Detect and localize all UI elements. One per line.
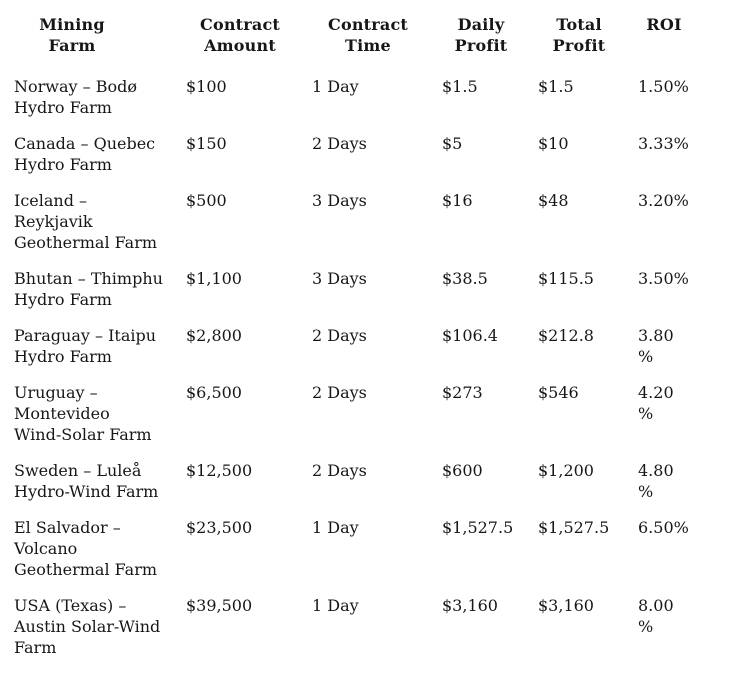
cell-mining-farm: Sweden – Luleå Hydro-Wind Farm [14,461,159,501]
cell-roi: 4.20 % [638,383,674,423]
mining-contracts-table: Mining Farm Contract Amount Contract Tim… [14,14,730,673]
cell-mining-farm: Norway – Bodø Hydro Farm [14,77,137,117]
column-header-mining-farm: Mining Farm [39,15,105,55]
cell-contract-time: 1 Day [312,518,359,537]
cell-contract-time: 2 Days [312,383,367,402]
cell-mining-farm: USA (Texas) – Austin Solar-Wind Farm [14,596,161,657]
cell-total-profit: $1,200 [538,461,594,480]
cell-contract-amount: $12,500 [186,461,253,480]
cell-roi: 3.33% [638,134,689,153]
cell-roi: 3.50% [638,269,689,288]
cell-daily-profit: $5 [442,134,463,153]
header-row: Mining Farm Contract Amount Contract Tim… [14,14,730,76]
cell-contract-time: 1 Day [312,77,359,96]
cell-contract-time: 3 Days [312,269,367,288]
cell-roi: 3.80 % [638,326,674,366]
cell-mining-farm: Paraguay – Itaipu Hydro Farm [14,326,157,366]
cell-total-profit: $1,527.5 [538,518,610,537]
cell-contract-amount: $6,500 [186,383,242,402]
column-header-roi: ROI [646,15,682,34]
cell-roi: 3.20% [638,191,689,210]
cell-roi: 1.50% [638,77,689,96]
cell-total-profit: $212.8 [538,326,594,345]
cell-contract-time: 2 Days [312,134,367,153]
table-row: USA (Texas) – Austin Solar-Wind Farm $39… [14,595,730,673]
column-header-contract-time: Contract Time [328,15,408,55]
cell-total-profit: $10 [538,134,569,153]
cell-contract-time: 3 Days [312,191,367,210]
cell-total-profit: $546 [538,383,579,402]
cell-contract-amount: $150 [186,134,227,153]
cell-roi: 6.50% [638,518,689,537]
table-row: Uruguay – Montevideo Wind-Solar Farm $6,… [14,382,730,460]
column-header-daily-profit: Daily Profit [454,15,508,55]
cell-roi: 4.80 % [638,461,674,501]
cell-daily-profit: $1.5 [442,77,478,96]
cell-total-profit: $3,160 [538,596,594,615]
cell-mining-farm: Uruguay – Montevideo Wind-Solar Farm [14,383,152,444]
cell-total-profit: $1.5 [538,77,574,96]
cell-contract-time: 2 Days [312,461,367,480]
column-header-contract-amount: Contract Amount [200,15,280,55]
cell-roi: 8.00 % [638,596,674,636]
cell-contract-amount: $100 [186,77,227,96]
cell-daily-profit: $16 [442,191,473,210]
table-row: Iceland – Reykjavik Geothermal Farm $500… [14,190,730,268]
cell-contract-time: 2 Days [312,326,367,345]
cell-daily-profit: $1,527.5 [442,518,514,537]
table-row: El Salvador – Volcano Geothermal Farm $2… [14,517,730,595]
cell-mining-farm: Iceland – Reykjavik Geothermal Farm [14,191,158,252]
table-row: Sweden – Luleå Hydro-Wind Farm $12,500 2… [14,460,730,517]
cell-contract-amount: $1,100 [186,269,242,288]
cell-mining-farm: El Salvador – Volcano Geothermal Farm [14,518,158,579]
cell-contract-amount: $2,800 [186,326,242,345]
cell-contract-amount: $39,500 [186,596,253,615]
cell-mining-farm: Canada – Quebec Hydro Farm [14,134,156,174]
cell-mining-farm: Bhutan – Thimphu Hydro Farm [14,269,163,309]
column-header-total-profit: Total Profit [552,15,606,55]
cell-total-profit: $48 [538,191,569,210]
table-row: Bhutan – Thimphu Hydro Farm $1,100 3 Day… [14,268,730,325]
table-row: Paraguay – Itaipu Hydro Farm $2,800 2 Da… [14,325,730,382]
cell-contract-amount: $23,500 [186,518,253,537]
cell-daily-profit: $106.4 [442,326,498,345]
table-row: Canada – Quebec Hydro Farm $150 2 Days $… [14,133,730,190]
cell-daily-profit: $38.5 [442,269,488,288]
table-row: Norway – Bodø Hydro Farm $100 1 Day $1.5… [14,76,730,133]
cell-contract-amount: $500 [186,191,227,210]
cell-daily-profit: $600 [442,461,483,480]
cell-daily-profit: $273 [442,383,483,402]
cell-daily-profit: $3,160 [442,596,498,615]
cell-total-profit: $115.5 [538,269,594,288]
cell-contract-time: 1 Day [312,596,359,615]
